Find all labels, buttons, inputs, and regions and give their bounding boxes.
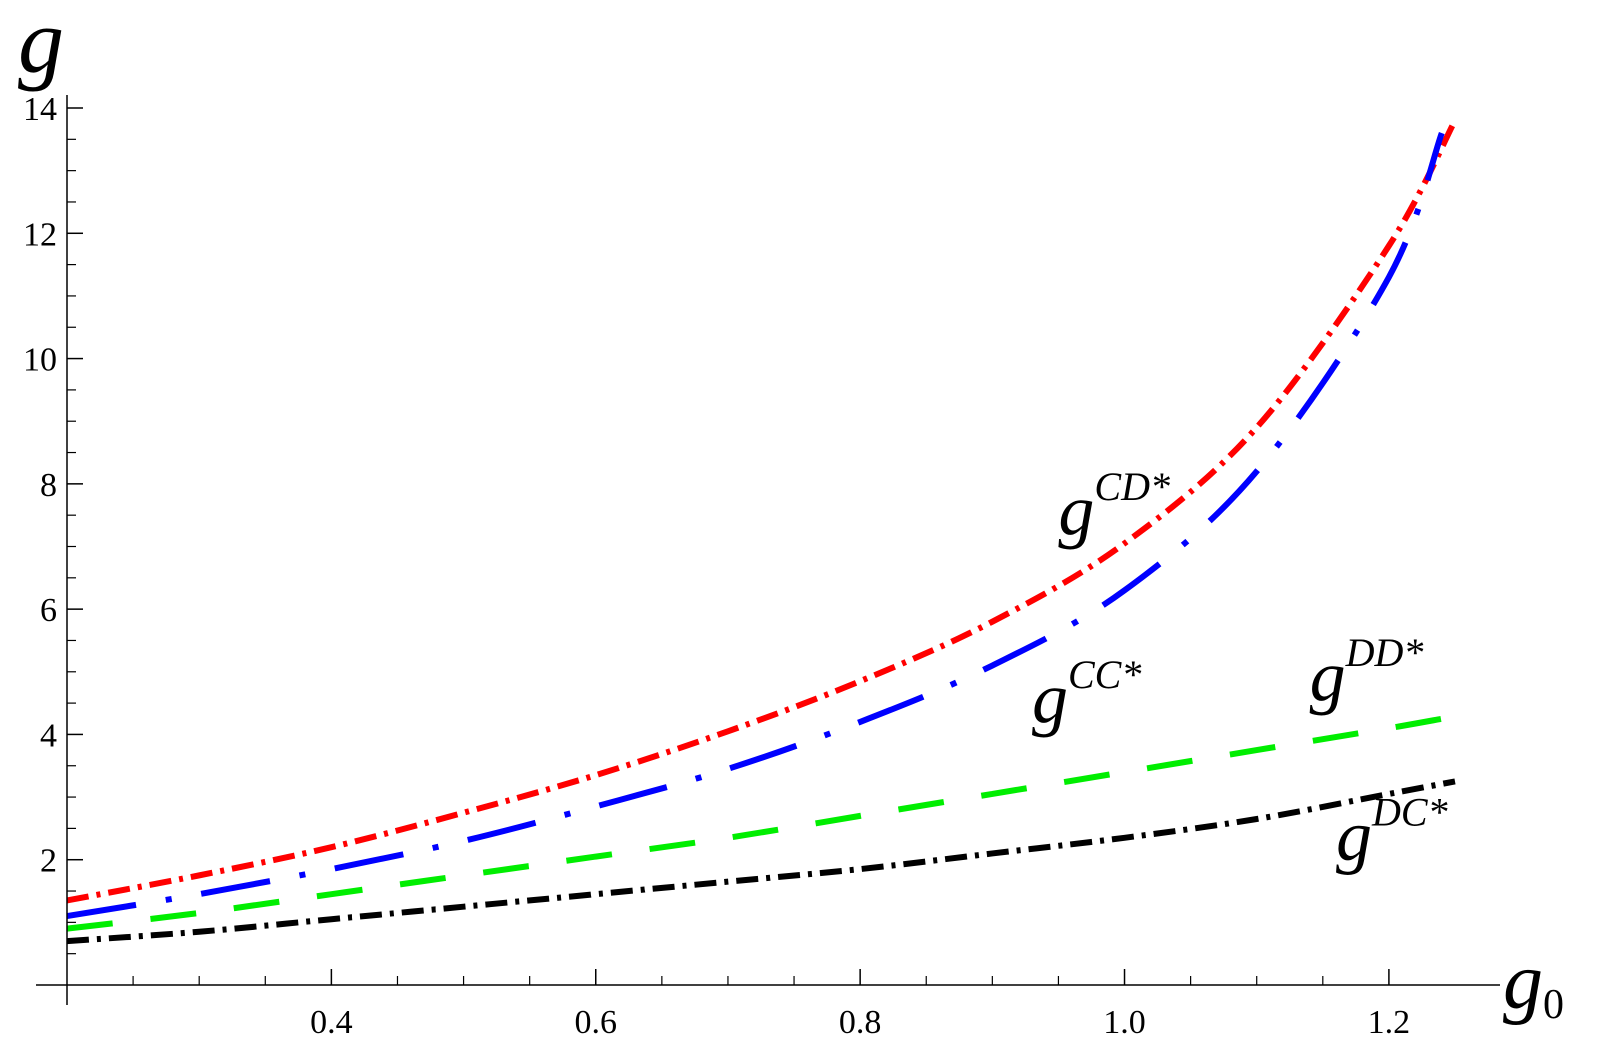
series-line-cdstar — [66, 119, 1458, 904]
y-tick-label: 8 — [40, 467, 57, 504]
x-axis-title-main: g — [1503, 938, 1543, 1026]
x-tick-label: 0.6 — [575, 1004, 618, 1041]
x-tick-label: 0.8 — [839, 1004, 882, 1041]
x-axis-title: g0 — [1503, 938, 1564, 1028]
series-line-dcstar — [66, 778, 1456, 945]
y-tick-label: 4 — [40, 717, 57, 754]
curve-label-main: g — [1058, 470, 1094, 550]
curve-label-main: g — [1032, 658, 1068, 738]
y-tick-label: 6 — [40, 592, 57, 629]
x-axis-title-sub: 0 — [1543, 982, 1564, 1028]
y-tick-label: 10 — [23, 342, 57, 379]
series-line-ccstar — [66, 132, 1445, 920]
ticks-layer: 0.4 0.6 0.8 1.0 1.2 2 4 6 8 10 12 14 — [23, 91, 1410, 1041]
curve-label-dcstar: gDC* — [1336, 790, 1448, 876]
x-tick-label: 0.4 — [310, 1004, 353, 1041]
curve-labels-layer: gCD*gCC* gDD*gDC* — [1032, 464, 1448, 876]
curve-label-sup: CC* — [1068, 652, 1141, 697]
y-tick-label: 12 — [23, 216, 57, 253]
curve-label-ddstar: gDD* — [1310, 630, 1424, 716]
curves-layer — [66, 119, 1458, 945]
x-tick-label: 1.2 — [1368, 1004, 1411, 1041]
y-axis-title: g — [18, 0, 64, 92]
y-tick-label: 2 — [40, 843, 57, 880]
curve-label-sup: DC* — [1371, 790, 1448, 835]
y-tick-label: 14 — [23, 91, 57, 128]
labels-layer: g g0 — [18, 0, 1564, 1028]
curve-label-sup: DD* — [1345, 630, 1424, 675]
curve-label-main: g — [1310, 636, 1346, 716]
curve-label-cdstar: gCD* — [1058, 464, 1170, 550]
curve-label-ccstar: gCC* — [1032, 652, 1141, 738]
curve-label-sup: CD* — [1094, 464, 1170, 509]
series-line-ddstar — [66, 715, 1443, 932]
x-tick-label: 1.0 — [1103, 1004, 1146, 1041]
axes-layer — [36, 95, 1500, 1005]
curve-label-main: g — [1336, 796, 1372, 876]
